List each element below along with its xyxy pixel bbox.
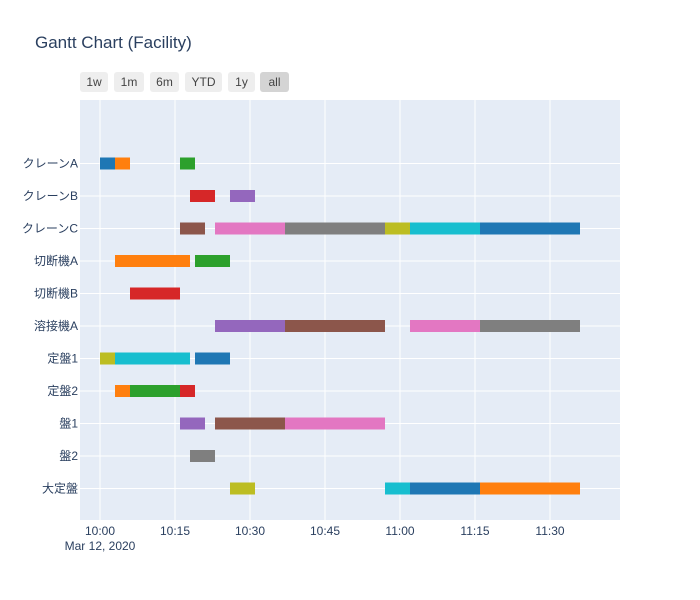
plot-background <box>80 100 620 520</box>
x-tick-label: 11:30 <box>535 524 564 538</box>
range-button-1m[interactable]: 1m <box>114 72 144 92</box>
gantt-bar <box>480 320 580 332</box>
gantt-bar <box>215 320 285 332</box>
gantt-bar <box>385 482 410 495</box>
x-tick-label: 10:45 <box>310 524 340 538</box>
y-tick-label: 盤2 <box>59 449 78 463</box>
gantt-bar <box>215 222 285 235</box>
range-button-1w[interactable]: 1w <box>80 72 108 92</box>
range-button-1y[interactable]: 1y <box>228 72 255 92</box>
y-tick-label: 定盤2 <box>47 383 78 398</box>
y-tick-label: クレーンB <box>23 189 78 203</box>
y-tick-label: 盤1 <box>59 417 78 431</box>
gantt-bar <box>115 255 190 267</box>
gantt-bar <box>285 320 385 332</box>
y-tick-label: 切断機A <box>34 253 78 268</box>
gantt-bar <box>285 222 385 235</box>
gantt-bar <box>180 222 205 235</box>
gantt-bar <box>410 222 480 235</box>
x-tick-label: 10:00 <box>85 524 115 538</box>
x-tick-label: 10:15 <box>160 524 190 538</box>
gantt-bar <box>285 417 385 430</box>
range-button-all[interactable]: all <box>260 72 289 92</box>
gantt-bar <box>215 417 285 430</box>
x-tick-label: 11:15 <box>460 524 489 538</box>
gantt-bar <box>115 157 130 170</box>
y-tick-label: 切断機B <box>34 286 78 301</box>
x-date-label: Mar 12, 2020 <box>65 539 136 553</box>
gantt-bar <box>410 320 480 332</box>
range-button-6m[interactable]: 6m <box>150 72 179 92</box>
gantt-bar <box>230 482 255 495</box>
x-tick-label: 11:00 <box>385 524 414 538</box>
chart-title: Gantt Chart (Facility) <box>35 33 192 52</box>
x-tick-label: 10:30 <box>235 524 265 538</box>
gantt-bar <box>100 157 115 170</box>
gantt-bar <box>190 190 215 202</box>
y-tick-label: 定盤1 <box>47 351 78 366</box>
gantt-bar <box>130 287 180 300</box>
gantt-bar <box>100 352 115 365</box>
gantt-bar <box>180 385 195 397</box>
gantt-bar <box>480 482 580 495</box>
gantt-bar <box>230 190 255 202</box>
gantt-bar <box>410 482 480 495</box>
gantt-bar <box>195 352 230 365</box>
gantt-bar <box>180 417 205 430</box>
gantt-bar <box>385 222 410 235</box>
gantt-bar <box>190 450 215 462</box>
y-tick-label: クレーンA <box>23 157 78 171</box>
gantt-bar <box>480 222 580 235</box>
gantt-bar <box>180 157 195 170</box>
range-button-ytd[interactable]: YTD <box>185 72 222 92</box>
gantt-bar <box>130 385 180 397</box>
y-tick-label: 溶接機A <box>34 318 78 333</box>
y-tick-label: クレーンC <box>22 222 78 236</box>
gantt-bar <box>115 352 190 365</box>
gantt-bar <box>195 255 230 267</box>
gantt-bar <box>115 385 130 397</box>
y-tick-label: 大定盤 <box>42 481 78 496</box>
